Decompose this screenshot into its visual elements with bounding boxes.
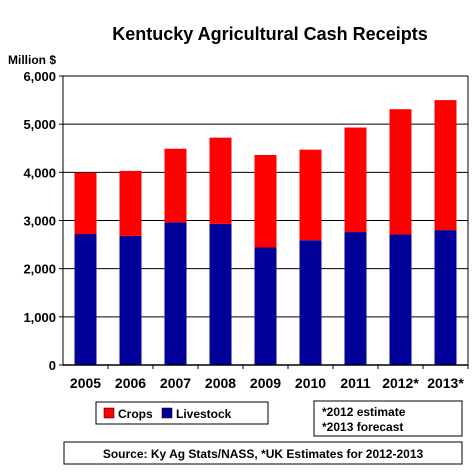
bar-livestock <box>299 240 322 365</box>
bar-crops <box>254 154 277 248</box>
bar-crops <box>389 109 412 235</box>
y-axis-label: Million $ <box>8 53 56 67</box>
y-tick-label: 4,000 <box>23 165 56 180</box>
x-tick-label: 2009 <box>250 375 281 391</box>
bar-livestock <box>74 233 97 365</box>
bar-crops <box>299 149 322 241</box>
bar-crops <box>119 170 142 236</box>
y-tick-label: 3,000 <box>23 214 56 229</box>
y-tick-label: 0 <box>49 358 56 373</box>
bar-crops <box>74 172 97 234</box>
x-tick-label: 2007 <box>160 375 191 391</box>
source-box: Source: Ky Ag Stats/NASS, *UK Estimates … <box>63 441 463 465</box>
bar-livestock <box>209 223 232 365</box>
bars-layer <box>74 100 457 365</box>
source-frame <box>63 441 463 465</box>
x-tick-label: 2011 <box>340 375 371 391</box>
y-tick-label: 2,000 <box>23 262 56 277</box>
x-tick-label: 2008 <box>205 375 236 391</box>
legend-label-crops: Crops <box>118 407 153 421</box>
x-tick-label: 2005 <box>70 375 101 391</box>
bar-livestock <box>164 222 187 365</box>
bar-crops <box>209 137 232 224</box>
x-tick-label: 2010 <box>295 375 326 391</box>
x-tick-label: 2012* <box>382 375 419 391</box>
axis-layer <box>62 76 469 366</box>
legend-label-livestock: Livestock <box>176 407 232 421</box>
bar-livestock <box>344 232 367 365</box>
chart-title: Kentucky Agricultural Cash Receipts <box>112 24 427 44</box>
source-text: Source: Ky Ag Stats/NASS, *UK Estimates … <box>103 447 424 461</box>
y-tick-label: 1,000 <box>23 310 56 325</box>
x-tick-labels: 2005 2006 2007 2008 2009 2010 2011 2012* 2013* <box>70 365 469 391</box>
bar-crops <box>164 148 187 223</box>
notes-frame <box>313 400 463 437</box>
y-tick-label: 5,000 <box>23 117 56 132</box>
legend-swatch-crops <box>103 407 115 419</box>
y-tick-label: 6,000 <box>23 69 56 84</box>
y-tick-labels: 0 1,000 2,000 3,000 4,000 5,000 6,000 <box>23 69 56 373</box>
bar-crops <box>434 100 457 231</box>
legend-swatch-livestock <box>161 407 173 419</box>
bar-livestock <box>254 247 277 365</box>
legend: Crops Livestock <box>95 401 269 425</box>
note-2013: *2013 forecast <box>322 420 403 434</box>
legend-box <box>95 401 269 425</box>
x-tick-label: 2006 <box>115 375 146 391</box>
note-2012: *2012 estimate <box>322 405 406 419</box>
bar-livestock <box>119 235 142 365</box>
notes-box: *2012 estimate *2013 forecast <box>313 400 463 437</box>
bar-crops <box>344 127 367 233</box>
bar-livestock <box>434 230 457 365</box>
x-tick-label: 2013* <box>427 375 464 391</box>
bar-livestock <box>389 234 412 365</box>
